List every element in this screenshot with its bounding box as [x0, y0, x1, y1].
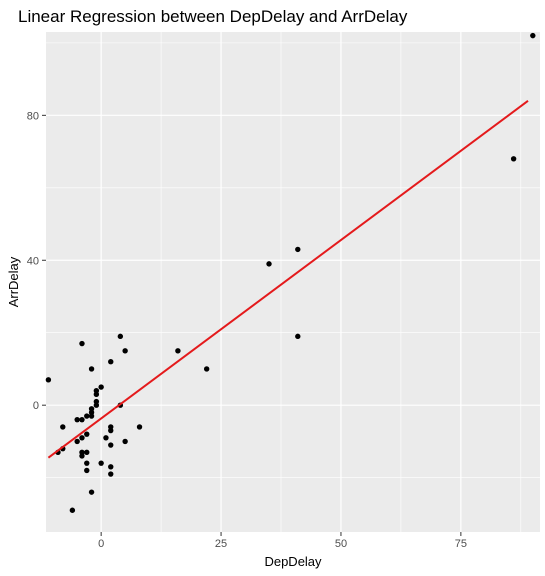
x-tick-label: 50: [335, 538, 347, 550]
data-point: [84, 431, 90, 437]
data-point: [122, 438, 128, 445]
data-point: [60, 424, 66, 430]
x-tick-label: 0: [98, 538, 104, 550]
grid-major: [46, 32, 540, 532]
data-point: [93, 398, 100, 405]
data-point: [93, 387, 100, 394]
data-point: [266, 261, 272, 267]
data-point: [103, 435, 109, 441]
data-point: [98, 460, 104, 466]
data-point: [69, 507, 76, 513]
data-point: [295, 333, 301, 340]
data-point: [530, 32, 536, 39]
y-tick-label: 80: [27, 110, 39, 122]
data-point: [74, 416, 80, 423]
data-point: [510, 156, 517, 162]
y-axis-title: ArrDelay: [6, 256, 21, 307]
data-point: [88, 406, 95, 412]
data-point: [79, 449, 85, 455]
data-point: [84, 449, 90, 455]
data-point: [88, 366, 95, 372]
data-point: [295, 246, 301, 253]
data-point: [84, 413, 90, 419]
y-tick-label: 0: [33, 400, 39, 412]
chart-title: Linear Regression between DepDelay and A…: [18, 7, 408, 26]
data-point: [88, 489, 95, 495]
data-point: [79, 416, 85, 423]
data-point: [122, 348, 128, 354]
data-point: [74, 438, 80, 445]
data-point: [98, 384, 104, 390]
data-point: [108, 424, 114, 430]
data-point: [79, 340, 85, 347]
data-point: [84, 460, 90, 466]
y-axis: 0 40 80: [27, 110, 46, 412]
data-point: [79, 435, 85, 441]
x-tick-label: 75: [455, 538, 467, 550]
regression-line-layer: [47, 100, 529, 459]
data-point: [175, 348, 181, 354]
data-point: [203, 366, 210, 372]
data-points: [45, 32, 536, 513]
data-point: [108, 471, 114, 477]
data-point: [136, 424, 143, 430]
data-point: [108, 442, 114, 448]
data-point: [84, 467, 90, 474]
x-axis: 0 25 50 75: [98, 532, 467, 550]
data-point: [108, 359, 114, 365]
data-point: [117, 333, 124, 340]
data-point: [108, 464, 114, 470]
y-tick-label: 40: [27, 255, 39, 267]
regression-line: [47, 100, 529, 459]
x-tick-label: 25: [215, 538, 227, 550]
data-point: [45, 377, 52, 383]
plot-panel: [46, 32, 540, 532]
x-axis-title: DepDelay: [264, 554, 322, 569]
